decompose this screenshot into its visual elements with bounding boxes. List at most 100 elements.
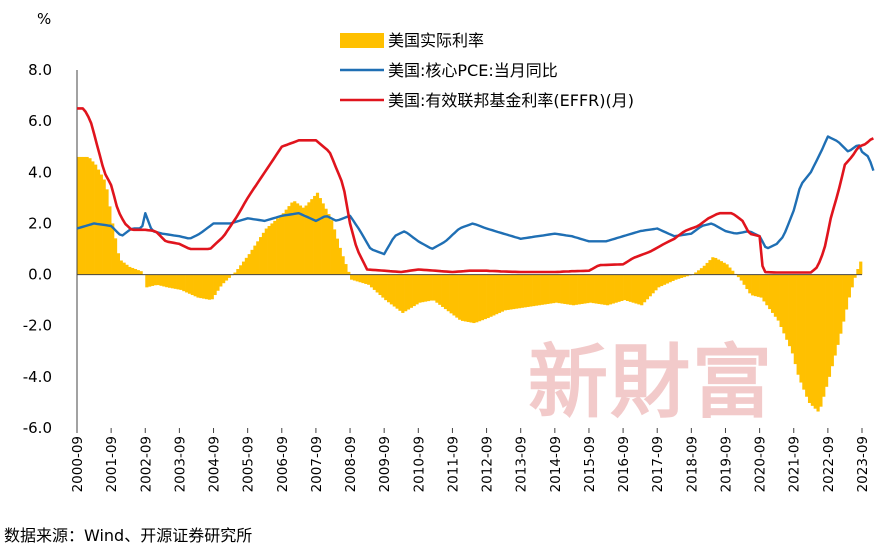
bar <box>551 274 556 304</box>
y-tick-label: 8.0 <box>28 61 52 79</box>
bar <box>125 264 129 275</box>
bar <box>742 274 746 285</box>
bar <box>810 274 814 406</box>
y-tick-label: 4.0 <box>28 163 52 181</box>
bar <box>805 274 809 397</box>
bar <box>617 274 621 302</box>
bar <box>298 205 303 275</box>
bar <box>785 274 789 340</box>
bar <box>566 274 570 305</box>
bar <box>637 274 641 305</box>
bar <box>108 206 112 275</box>
bar <box>833 274 837 356</box>
bar <box>247 254 251 275</box>
bar <box>768 274 772 310</box>
bar <box>608 274 613 305</box>
bar <box>469 274 473 323</box>
bar <box>318 198 322 275</box>
bar <box>355 274 359 282</box>
bar <box>694 272 698 275</box>
bar <box>256 241 260 275</box>
bar <box>520 274 524 308</box>
bar <box>478 274 482 322</box>
x-tick-label: 2001-09 <box>104 436 120 492</box>
bar <box>315 192 320 275</box>
x-tick-label: 2016-09 <box>616 436 632 492</box>
bar <box>401 274 405 313</box>
bar <box>850 274 854 288</box>
bar <box>640 274 644 306</box>
bar <box>387 274 391 303</box>
bar <box>770 274 775 313</box>
x-tick-label: 2015-09 <box>582 436 598 492</box>
bar <box>765 274 769 306</box>
bar <box>503 274 507 311</box>
x-tick-label: 2012-09 <box>480 436 496 492</box>
bar <box>116 253 121 275</box>
bar <box>261 232 266 275</box>
bar <box>577 274 581 305</box>
bar <box>466 274 470 322</box>
bar <box>330 220 334 275</box>
bar <box>409 274 413 308</box>
x-tick-label: 2013-09 <box>514 436 530 492</box>
legend-swatch-real-rate <box>340 33 384 48</box>
bar <box>102 179 106 275</box>
y-tick-label: 2.0 <box>28 214 52 232</box>
bar <box>631 274 635 303</box>
bar <box>119 260 123 275</box>
bar <box>335 238 340 275</box>
bar <box>793 274 797 365</box>
bar <box>495 274 499 315</box>
bar <box>839 274 843 334</box>
bar <box>128 266 132 275</box>
bar <box>540 274 544 305</box>
x-tick-label: 2007-09 <box>309 436 325 492</box>
bar <box>193 274 197 297</box>
bar <box>304 205 308 275</box>
bar <box>665 274 669 284</box>
bar <box>113 238 118 275</box>
x-axis: 2000-09 2001-09 2002-09 2003-09 2004-09 2005-… <box>70 428 871 492</box>
bar <box>475 274 479 323</box>
x-tick-label: 2010-09 <box>411 436 427 492</box>
bar <box>244 257 248 275</box>
bar <box>449 274 453 314</box>
bar <box>569 274 573 305</box>
bar <box>398 274 402 311</box>
bar <box>202 274 206 299</box>
x-tick-label: 2000-09 <box>70 436 86 492</box>
bar <box>606 274 610 306</box>
bar <box>94 164 98 275</box>
bar <box>588 274 593 303</box>
y-tick-label: 0.0 <box>28 266 52 284</box>
bar <box>421 274 425 303</box>
bar <box>145 274 149 288</box>
bar <box>574 274 578 305</box>
bar <box>389 274 394 305</box>
bar <box>281 213 285 275</box>
x-tick-label: 2009-09 <box>377 436 393 492</box>
bar <box>367 274 371 285</box>
bar <box>762 274 766 302</box>
bar <box>196 274 200 298</box>
bar <box>131 267 135 275</box>
bar <box>472 274 476 324</box>
bar <box>139 271 143 275</box>
bar <box>270 223 274 275</box>
bar <box>782 274 786 334</box>
bar <box>435 274 439 303</box>
bar <box>429 274 433 301</box>
bar <box>199 274 203 299</box>
bar <box>156 274 160 286</box>
bar <box>543 274 547 305</box>
legend-label-real-rate: 美国实际利率 <box>388 31 484 50</box>
bar <box>625 274 630 301</box>
x-tick-label: 2006-09 <box>275 436 291 492</box>
bar <box>352 274 357 281</box>
bar <box>620 274 624 301</box>
bar <box>685 274 689 277</box>
bar <box>856 269 860 275</box>
bar <box>534 274 539 306</box>
bar <box>790 274 795 354</box>
